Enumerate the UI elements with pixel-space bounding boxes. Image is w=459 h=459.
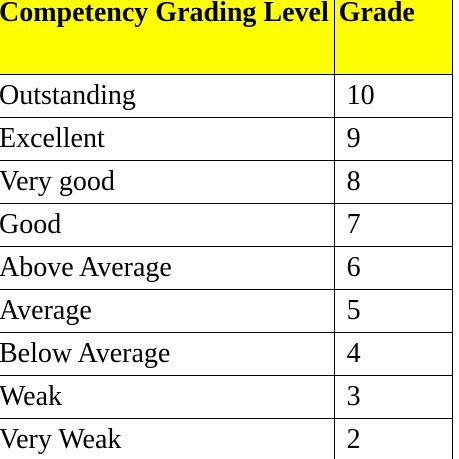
table-row: Weak 3 <box>0 375 454 419</box>
level-cell: Outstanding <box>0 74 335 118</box>
level-cell: Below Average <box>0 332 335 376</box>
grade-cell: 8 <box>333 160 454 204</box>
table-row: Very good 8 <box>0 160 454 204</box>
grade-cell: 5 <box>333 289 454 333</box>
table-row: Average 5 <box>0 289 454 333</box>
grade-cell: 6 <box>333 246 454 290</box>
grade-cell: 2 <box>333 418 454 459</box>
table-body: Outstanding 10 Excellent 9 Very good 8 Good 7 Ab… <box>0 74 454 459</box>
level-cell: Above Average <box>0 246 335 290</box>
level-cell: Average <box>0 289 335 333</box>
table-row: Outstanding 10 <box>0 74 454 118</box>
level-cell: Weak <box>0 375 335 419</box>
header-row: Competency Grading Level Grade <box>0 0 454 75</box>
table-row: Good 7 <box>0 203 454 247</box>
level-cell: Good <box>0 203 335 247</box>
level-cell: Excellent <box>0 117 335 161</box>
header-cell: Grade <box>333 0 454 75</box>
level-cell: Very good <box>0 160 335 204</box>
table-row: Above Average 6 <box>0 246 454 290</box>
grade-cell: 7 <box>333 203 454 247</box>
grade-cell: 3 <box>333 375 454 419</box>
header-cell: Competency Grading Level <box>0 0 335 75</box>
grade-cell: 9 <box>333 117 454 161</box>
grade-cell: 10 <box>333 74 454 118</box>
table-row: Very Weak 2 <box>0 418 454 459</box>
table-row: Excellent 9 <box>0 117 454 161</box>
table-row: Below Average 4 <box>0 332 454 376</box>
level-cell: Very Weak <box>0 418 335 459</box>
grade-cell: 4 <box>333 332 454 376</box>
